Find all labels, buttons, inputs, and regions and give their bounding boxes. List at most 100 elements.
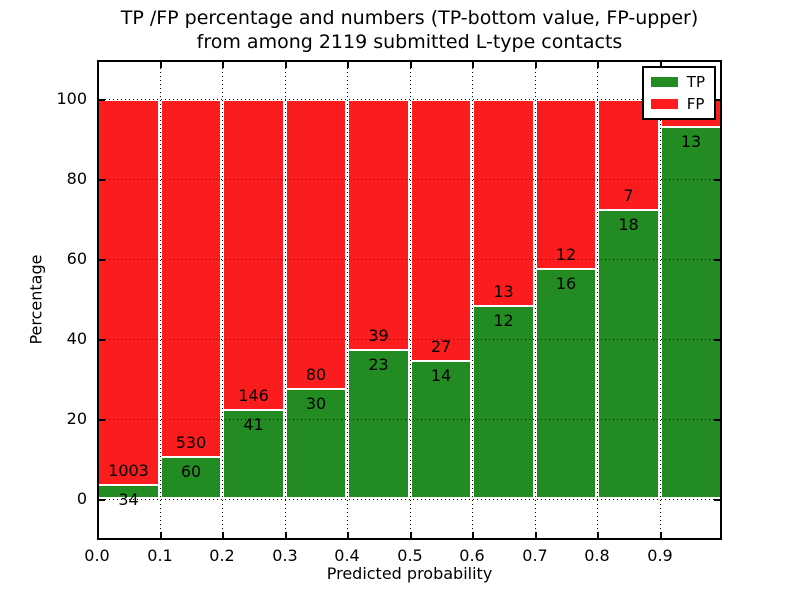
fp-count-label: 7: [623, 186, 634, 205]
fp-count-label: 13: [493, 282, 514, 301]
y-axis-label: Percentage: [26, 254, 46, 345]
stacked-bar: [222, 99, 285, 499]
tp-count-label: 12: [493, 311, 514, 330]
y-tick-left: [97, 259, 105, 261]
legend: TP FP: [641, 66, 716, 120]
y-tick-left: [97, 99, 105, 101]
x-tick-label: 0.2: [209, 546, 235, 565]
y-tick-left: [97, 419, 105, 421]
y-tick-left: [97, 499, 105, 501]
fp-segment: [349, 101, 408, 351]
fp-count-label: 80: [305, 364, 327, 384]
fp-segment: [474, 101, 533, 307]
y-tick-left: [97, 179, 105, 181]
x-axis-label: Predicted probability: [326, 564, 493, 583]
stacked-bar: [285, 99, 347, 499]
y-tick-label: 40: [66, 329, 87, 348]
legend-entry-fp: FP: [650, 95, 705, 113]
y-tick-right: [714, 99, 722, 101]
x-tick-top: [222, 60, 224, 68]
fp-segment: [99, 101, 158, 486]
fp-count-label: 530: [175, 433, 207, 453]
x-tick-label: 0.8: [584, 546, 610, 565]
tp-count-label: 30: [305, 393, 327, 413]
x-tick-top: [410, 60, 412, 68]
legend-entry-tp: TP: [650, 73, 705, 91]
y-tick-right: [714, 419, 722, 421]
tp-count-label: 14: [430, 366, 452, 386]
stacked-bar: [535, 99, 597, 499]
tp-count-label: 18: [618, 215, 639, 234]
stacked-bar: [347, 99, 410, 499]
x-tick-label: 0.7: [522, 546, 548, 565]
gridline-vertical: [285, 60, 286, 540]
fp-count-label: 1003: [108, 460, 149, 480]
fp-color-swatch: [650, 99, 678, 109]
gridline-vertical: [347, 60, 348, 540]
fp-count-label: 39: [368, 325, 389, 345]
gridline-vertical: [597, 60, 598, 540]
x-tick-bottom: [410, 532, 412, 540]
x-tick-bottom: [660, 532, 662, 540]
tp-count-label: 13: [680, 131, 702, 151]
x-tick-bottom: [222, 532, 224, 540]
y-tick-right: [714, 339, 722, 341]
gridline-horizontal: [97, 419, 722, 420]
x-tick-bottom: [472, 532, 474, 540]
chart-title-line1: TP /FP percentage and numbers (TP-bottom…: [120, 7, 699, 29]
gridline-vertical: [222, 60, 223, 540]
x-tick-label: 0.6: [459, 546, 485, 565]
x-tick-bottom: [285, 532, 287, 540]
gridline-horizontal: [97, 339, 722, 340]
fp-segment: [224, 101, 283, 412]
tp-count-label: 23: [368, 354, 389, 374]
y-tick-label: 0: [76, 489, 87, 508]
tp-color-swatch: [650, 77, 678, 87]
x-tick-bottom: [97, 532, 99, 540]
y-tick-right: [714, 499, 722, 501]
fp-segment: [537, 101, 595, 271]
y-tick-label: 20: [66, 409, 87, 428]
fp-count-label: 12: [555, 245, 577, 265]
tp-count-label: 60: [180, 462, 202, 482]
x-tick-top: [660, 60, 662, 68]
stacked-bar: [472, 99, 535, 499]
legend-label-fp: FP: [686, 95, 705, 113]
fp-count-label: 146: [238, 386, 269, 406]
gridline-vertical: [472, 60, 473, 540]
x-tick-bottom: [597, 532, 599, 540]
tp-count-label: 16: [555, 274, 577, 294]
x-tick-bottom: [535, 532, 537, 540]
y-tick-right: [714, 259, 722, 261]
x-tick-top: [160, 60, 162, 68]
y-tick-left: [97, 339, 105, 341]
x-tick-top: [285, 60, 287, 68]
x-tick-label: 0.4: [334, 546, 360, 565]
fp-segment: [162, 101, 220, 459]
stacked-bar: [660, 99, 722, 499]
gridline-horizontal: [97, 99, 722, 100]
y-tick-right: [714, 179, 722, 181]
x-tick-bottom: [160, 532, 162, 540]
chart-title: TP /FP percentage and numbers (TP-bottom…: [97, 6, 722, 54]
x-tick-top: [472, 60, 474, 68]
x-tick-top: [535, 60, 537, 68]
stacked-bar: [410, 99, 472, 499]
gridline-vertical: [535, 60, 536, 540]
x-tick-top: [597, 60, 599, 68]
gridline-horizontal: [97, 259, 722, 260]
x-tick-label: 0.0: [84, 546, 110, 565]
fp-count-label: 27: [430, 337, 452, 357]
x-tick-label: 0.3: [272, 546, 298, 565]
chart-title-line2: from among 2119 submitted L-type contact…: [196, 31, 623, 53]
gridline-horizontal: [97, 179, 722, 180]
tp-count-label: 34: [118, 489, 139, 509]
y-tick-label: 60: [66, 249, 87, 268]
y-tick-label: 100: [56, 89, 87, 108]
x-tick-label: 0.9: [647, 546, 673, 565]
gridline-vertical: [160, 60, 161, 540]
y-tick-label: 80: [66, 169, 87, 188]
x-tick-top: [347, 60, 349, 68]
stacked-bar: [160, 99, 222, 499]
